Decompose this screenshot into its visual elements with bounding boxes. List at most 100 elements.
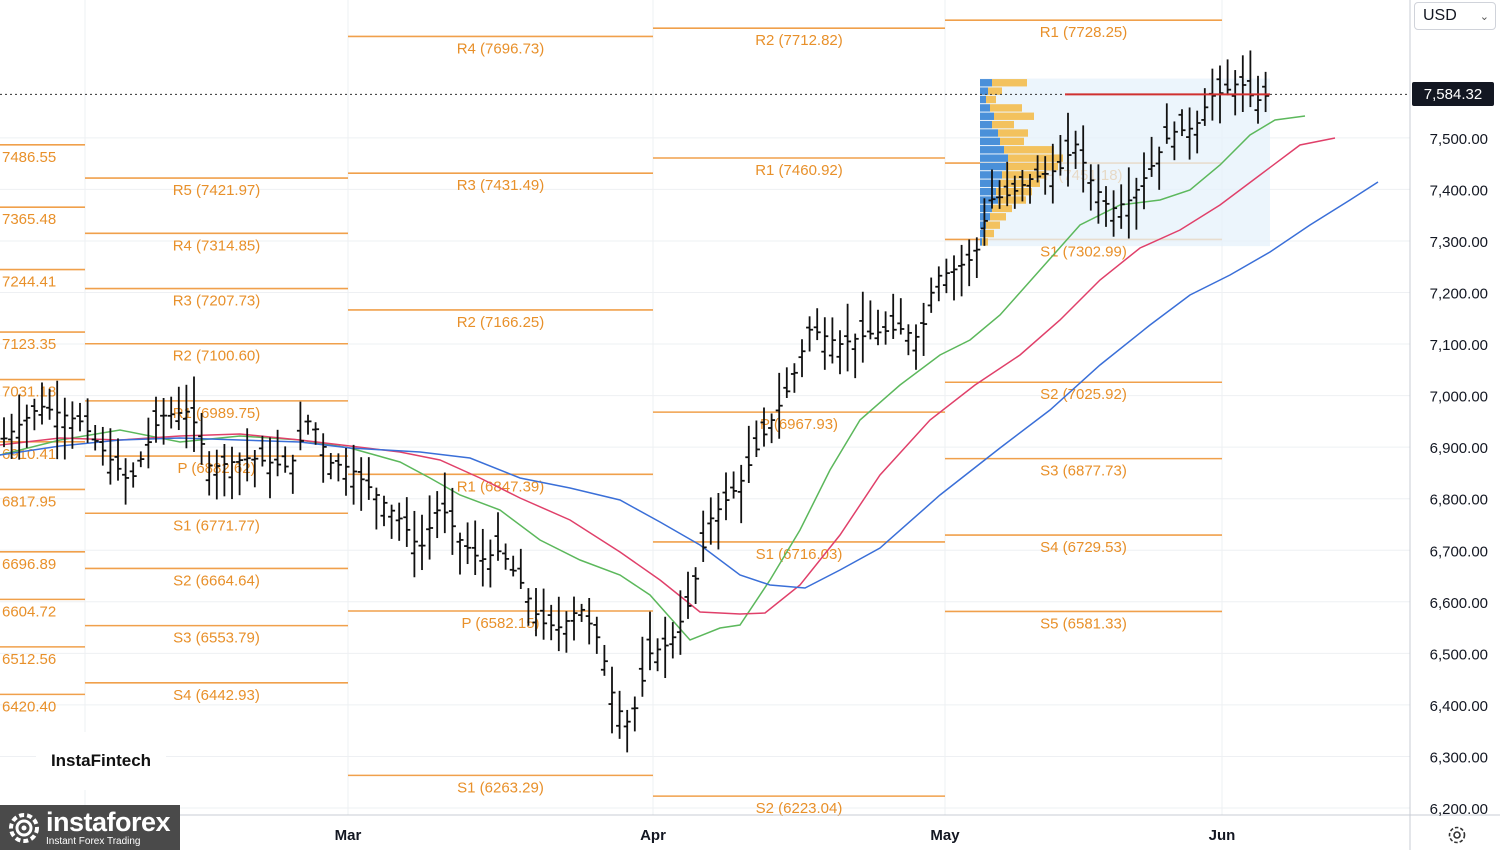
- pivot-label: R2 (7712.82): [755, 32, 843, 49]
- volume-bar-down: [1000, 137, 1024, 146]
- pivot-label: S1 (7302.99): [1040, 243, 1127, 260]
- last-price-tag: 7,584.32: [1412, 82, 1494, 106]
- pivot-label: S5 (6581.33): [1040, 615, 1127, 632]
- watermark-text: InstaFintech: [50, 751, 152, 770]
- volume-bar-down: [1000, 179, 1040, 187]
- pivot-label: R1 (6847.39): [457, 478, 545, 495]
- pivot-label: S3 (6877.73): [1040, 463, 1127, 480]
- y-tick-label: 6,700.00: [1430, 543, 1488, 560]
- pivot-label: 7365.48: [2, 211, 56, 228]
- ma-slow-line: [0, 181, 1379, 589]
- volume-bar-up: [980, 229, 984, 238]
- chevron-down-icon: ⌄: [1479, 10, 1489, 23]
- y-tick-label: 6,200.00: [1430, 801, 1488, 818]
- settings-icon[interactable]: [1446, 824, 1468, 846]
- volume-bar-up: [980, 162, 1006, 171]
- pivot-label: S1 (6771.77): [173, 517, 260, 534]
- pivot-label: 6910.41: [2, 446, 56, 463]
- pivot-label: 7486.55: [2, 149, 56, 166]
- y-tick-label: 6,900.00: [1430, 440, 1488, 457]
- volume-bar-down: [1006, 162, 1058, 171]
- x-tick-label: May: [930, 827, 960, 844]
- instaforex-logo: instaforex Instant Forex Trading: [0, 805, 180, 850]
- pivot-levels: 7486.55 7365.48 7244.41 7123.35 7031.18 6910.…: [0, 19, 1222, 817]
- pivot-label: R1 (7460.92): [755, 162, 843, 179]
- pivot-label: R2 (7100.60): [173, 348, 261, 365]
- pivot-label: R1 (7728.25): [1040, 24, 1128, 41]
- volume-bar-up: [980, 112, 994, 120]
- last-price-value: 7,584.32: [1423, 85, 1483, 103]
- currency-label: USD: [1423, 7, 1457, 24]
- volume-bar-down: [994, 112, 1034, 120]
- y-tick-label: 7,000.00: [1430, 389, 1488, 406]
- volume-bar-up: [980, 221, 986, 229]
- volume-bar-up: [980, 137, 1000, 146]
- volume-bar-down: [988, 87, 1002, 95]
- ohlc-bars: [0, 50, 1270, 753]
- pivot-label: 7244.41: [2, 274, 56, 291]
- volume-bar-up: [980, 204, 992, 213]
- volume-bar-down: [992, 204, 1012, 213]
- pivot-label: 6512.56: [2, 651, 56, 668]
- y-tick-label: 7,200.00: [1430, 286, 1488, 303]
- currency-select[interactable]: USD ⌄: [1414, 2, 1496, 30]
- pivot-label: 6604.72: [2, 603, 56, 620]
- volume-bar-down: [990, 104, 1022, 112]
- volume-bar-up: [980, 129, 998, 137]
- pivot-label: R3 (7431.49): [457, 177, 545, 194]
- y-tick-label: 7,500.00: [1430, 131, 1488, 148]
- volume-bar-up: [980, 87, 988, 95]
- logo-gear-icon: [9, 812, 39, 843]
- y-tick-label: 7,100.00: [1430, 337, 1488, 354]
- pivot-label: 6420.40: [2, 698, 56, 715]
- volume-bar-down: [998, 129, 1028, 137]
- y-tick-label: 6,800.00: [1430, 492, 1488, 509]
- volume-bar-down: [984, 229, 994, 238]
- pivot-label: S2 (6223.04): [756, 800, 843, 817]
- volume-profile: [980, 78, 1270, 247]
- pivot-label: 6696.89: [2, 556, 56, 573]
- pivot-label: 6817.95: [2, 493, 56, 510]
- pivot-label: R3 (7207.73): [173, 293, 261, 310]
- pivot-label: R5 (7421.97): [173, 182, 261, 199]
- watermark-brand: InstaFintech: [36, 732, 166, 790]
- volume-bar-up: [980, 238, 982, 246]
- y-tick-label: 6,400.00: [1430, 698, 1488, 715]
- pivot-label: S3 (6553.79): [173, 630, 260, 647]
- y-tick-label: 6,600.00: [1430, 595, 1488, 612]
- pivot-label: 7031.18: [2, 384, 56, 401]
- pivot-label: S4 (6442.93): [173, 687, 260, 704]
- y-tick-label: 6,300.00: [1430, 749, 1488, 766]
- volume-bar-up: [980, 120, 992, 129]
- y-tick-label: 7,300.00: [1430, 234, 1488, 251]
- y-tick-label: 7,400.00: [1430, 182, 1488, 199]
- volume-profile-area: [980, 78, 1270, 247]
- volume-bar-up: [980, 179, 1000, 187]
- volume-bar-down: [1008, 154, 1063, 162]
- pivot-label: 7123.35: [2, 336, 56, 353]
- volume-bar-up: [980, 187, 996, 196]
- volume-bar-down: [998, 196, 1026, 204]
- pivot-label: S1 (6263.29): [457, 779, 544, 796]
- volume-bar-up: [980, 154, 1008, 162]
- volume-bar-up: [980, 146, 1004, 154]
- pivot-label: S4 (6729.53): [1040, 539, 1127, 556]
- volume-bar-up: [980, 171, 1002, 179]
- volume-bar-up: [980, 95, 986, 104]
- pivot-label: R4 (7314.85): [173, 237, 261, 254]
- pivot-label: S2 (7025.92): [1040, 386, 1127, 403]
- volume-bar-up: [980, 79, 992, 87]
- pivot-label: P (6582.15): [461, 615, 539, 632]
- y-tick-label: 6,500.00: [1430, 646, 1488, 663]
- logo-name: instaforex: [46, 806, 171, 837]
- pivot-label: R2 (7166.25): [457, 314, 545, 331]
- volume-bar-down: [990, 213, 1006, 221]
- volume-bar-down: [1002, 171, 1046, 179]
- volume-bar-down: [992, 120, 1014, 129]
- volume-bar-down: [992, 79, 1027, 87]
- x-tick-label: Apr: [640, 827, 666, 844]
- volume-bar-down: [986, 221, 1000, 229]
- logo-subtitle: Instant Forex Trading: [46, 835, 141, 847]
